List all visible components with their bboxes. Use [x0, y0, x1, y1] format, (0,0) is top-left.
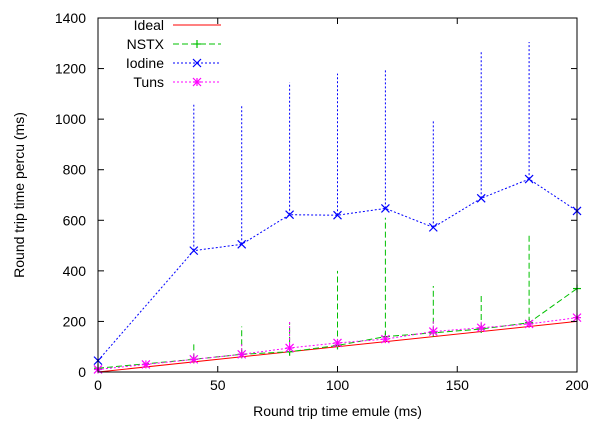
iodine-data-point [524, 174, 534, 184]
y-tick-label: 800 [63, 162, 87, 178]
x-tick-label: 200 [565, 377, 589, 393]
y-tick-label: 1000 [55, 111, 86, 127]
nstx-series-line [97, 288, 578, 369]
data-markers [93, 174, 582, 374]
tuns-data-point [141, 359, 151, 369]
iodine-data-point [476, 193, 486, 203]
legend-label-nstx: NSTX [127, 36, 165, 52]
y-tick-label: 1200 [55, 61, 86, 77]
x-tick-label: 50 [210, 377, 226, 393]
legend-label-tuns: Tuns [133, 74, 164, 90]
iodine-data-point [333, 210, 342, 220]
x-axis-label: Round trip time emule (ms) [253, 403, 422, 419]
x-tick-label: 0 [94, 377, 102, 393]
tuns-data-point [476, 323, 486, 333]
iodine-data-point [380, 203, 390, 213]
legend-marker-nstx [193, 40, 201, 48]
tuns-data-point [333, 338, 342, 348]
x-tick-label: 100 [326, 377, 350, 393]
tuns-data-point [428, 327, 438, 336]
iodine-data-point [285, 210, 295, 220]
legend-marker-iodine [192, 58, 202, 68]
legend: Ideal NSTX Iodine Tuns [126, 17, 221, 90]
tuns-data-point [380, 334, 390, 344]
y-axis-label: Round trip time percu (ms) [11, 112, 27, 278]
y-tick-label: 600 [63, 212, 87, 228]
legend-label-ideal: Ideal [134, 17, 164, 33]
iodine-data-point [428, 222, 438, 232]
iodine-data-point [237, 239, 247, 249]
y-tick-label: 0 [78, 364, 86, 380]
tuns-data-point [237, 349, 247, 359]
iodine-series-line [97, 178, 578, 361]
y-tick-label: 1400 [55, 10, 86, 26]
error-bars [97, 18, 578, 370]
legend-label-iodine: Iodine [126, 55, 164, 71]
y-tick-label: 400 [63, 263, 87, 279]
iodine-data-point [189, 246, 199, 256]
axis-ticks: 0 50 100 150 200 0 200 400 600 800 1000 1200 1400 [55, 10, 589, 393]
y-tick-label: 200 [63, 313, 87, 329]
tuns-data-point [285, 343, 295, 353]
tuns-data-point [189, 354, 199, 364]
tuns-data-point [524, 319, 534, 329]
x-tick-label: 150 [446, 377, 470, 393]
legend-marker-tuns [192, 77, 202, 87]
